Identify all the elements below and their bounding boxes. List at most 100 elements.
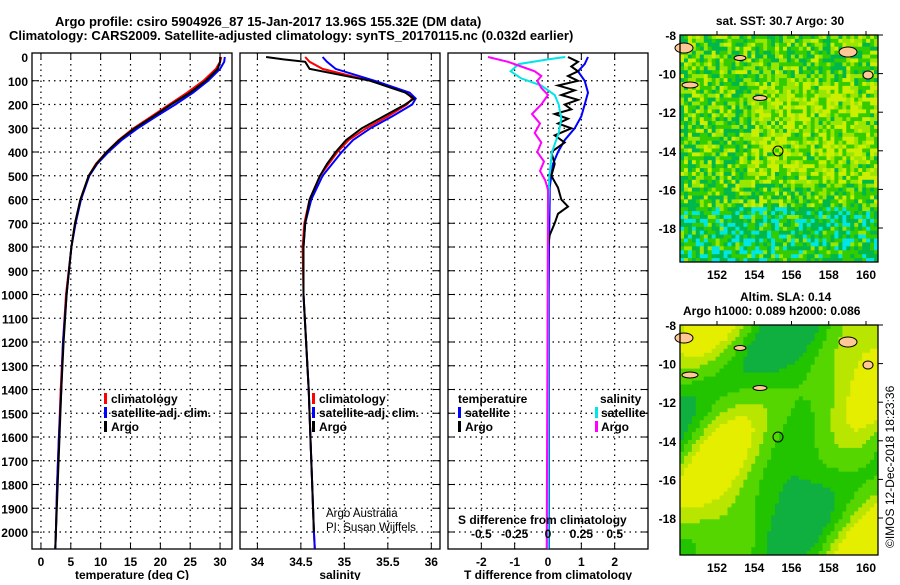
map-cell: [862, 149, 866, 153]
map-cell: [831, 369, 835, 373]
map-cell: [823, 113, 827, 117]
map-cell: [827, 400, 831, 404]
map-cell: [831, 192, 835, 196]
map-cell: [700, 420, 704, 424]
map-cell: [739, 164, 743, 168]
map-cell: [827, 78, 831, 82]
map-cell: [771, 192, 775, 196]
map-cell: [712, 353, 716, 357]
map-cell: [688, 125, 692, 129]
map-cell: [739, 98, 743, 102]
map-cell: [858, 86, 862, 90]
map-cell: [720, 242, 724, 246]
map-cell: [696, 55, 700, 59]
map-cell: [712, 424, 716, 428]
map-cell: [720, 109, 724, 113]
x2tick-label: -0.5: [471, 527, 492, 541]
map-cell: [708, 365, 712, 369]
map-cell: [743, 369, 747, 373]
map-cell: [755, 235, 759, 239]
map-cell: [743, 172, 747, 176]
ytick-label: 800: [8, 241, 28, 255]
map-cell: [838, 440, 842, 444]
map-cell: [712, 239, 716, 243]
map-cell: [783, 160, 787, 164]
map-cell: [700, 62, 704, 66]
map-cell: [700, 341, 704, 345]
map-cell: [704, 47, 708, 51]
map-cell: [732, 388, 736, 392]
map-cell: [807, 325, 811, 329]
map-cell: [795, 98, 799, 102]
map-cell: [712, 102, 716, 106]
map-cell: [720, 250, 724, 254]
map-cell: [728, 444, 732, 448]
map-cell: [716, 59, 720, 63]
map-cell: [858, 436, 862, 440]
map-cell: [743, 78, 747, 82]
map-cell: [751, 219, 755, 223]
map-cell: [807, 133, 811, 137]
map-cell: [803, 436, 807, 440]
map-cell: [696, 78, 700, 82]
map-cell: [838, 408, 842, 412]
map-cell: [866, 424, 870, 428]
map-cell: [735, 452, 739, 456]
map-cell: [854, 353, 858, 357]
map-cell: [724, 86, 728, 90]
map-cell: [696, 353, 700, 357]
map-cell: [716, 156, 720, 160]
map-cell: [771, 357, 775, 361]
map-cell: [791, 121, 795, 125]
map-cell: [834, 172, 838, 176]
map-cell: [684, 239, 688, 243]
map-cell: [739, 357, 743, 361]
map-cell: [763, 254, 767, 258]
map-cell: [728, 47, 732, 51]
map-cell: [779, 242, 783, 246]
map-cell: [862, 141, 866, 145]
map-cell: [680, 121, 684, 125]
map-cell: [728, 353, 732, 357]
map-cell: [712, 66, 716, 70]
map-cell: [751, 456, 755, 460]
map-cell: [775, 412, 779, 416]
map-cell: [680, 149, 684, 153]
map-cell: [791, 78, 795, 82]
map-cell: [720, 345, 724, 349]
map-cell: [767, 66, 771, 70]
map-cell: [811, 404, 815, 408]
map-cell: [747, 377, 751, 381]
map-cell: [819, 215, 823, 219]
map-cell: [846, 168, 850, 172]
map-cell: [735, 385, 739, 389]
map-cell: [854, 172, 858, 176]
map-cell: [854, 361, 858, 365]
map-cell: [751, 113, 755, 117]
map-cell: [870, 357, 874, 361]
map-cell: [799, 70, 803, 74]
map-cell: [700, 117, 704, 121]
map-cell: [739, 129, 743, 133]
map-cell: [783, 223, 787, 227]
map-cell: [771, 62, 775, 66]
map-cell: [838, 325, 842, 329]
map-cell: [791, 357, 795, 361]
map-cell: [755, 325, 759, 329]
map-cell: [684, 365, 688, 369]
map-cell: [716, 98, 720, 102]
map-cell: [807, 43, 811, 47]
map-cell: [680, 235, 684, 239]
map-cell: [739, 125, 743, 129]
map-cell: [819, 74, 823, 78]
map-cell: [692, 428, 696, 432]
map-cell: [747, 388, 751, 392]
map-cell: [728, 70, 732, 74]
map-cell: [831, 341, 835, 345]
map-cell: [728, 160, 732, 164]
map-cell: [834, 424, 838, 428]
map-cell: [787, 94, 791, 98]
map-cell: [807, 369, 811, 373]
map-cell: [692, 149, 696, 153]
